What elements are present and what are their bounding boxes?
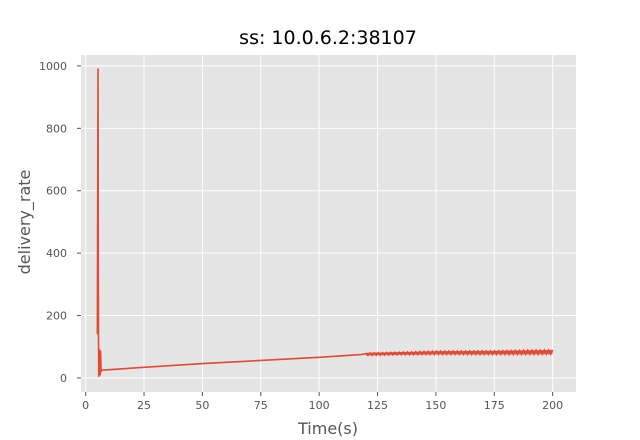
x-axis-label: Time(s) (297, 419, 358, 438)
x-tick-label: 200 (542, 399, 563, 412)
x-tick-label: 0 (82, 399, 89, 412)
x-tick-label: 100 (309, 399, 330, 412)
plot-area (81, 55, 576, 392)
x-tick-label: 25 (137, 399, 151, 412)
grid (81, 55, 576, 392)
y-tick-label: 200 (46, 310, 67, 323)
x-tick-label: 175 (484, 399, 505, 412)
y-tick-label: 1000 (39, 60, 67, 73)
y-tick-label: 800 (46, 122, 67, 135)
x-tick-label: 75 (254, 399, 268, 412)
y-tick-label: 600 (46, 185, 67, 198)
series-band-jitter (365, 348, 554, 357)
y-tick-label: 400 (46, 247, 67, 260)
y-tick-label: 0 (60, 372, 67, 385)
tick-labels: 0 25 50 75 100 125 150 175 200 0 200 400 600 800 1000 (39, 60, 563, 412)
y-axis-label: delivery_rate (15, 170, 35, 275)
x-tick-label: 50 (195, 399, 209, 412)
chart-title: ss: 10.0.6.2:38107 (239, 27, 417, 49)
series-line (96, 68, 553, 378)
x-tick-label: 150 (425, 399, 446, 412)
x-tick-label: 125 (367, 399, 388, 412)
series-line-path (96, 68, 553, 378)
